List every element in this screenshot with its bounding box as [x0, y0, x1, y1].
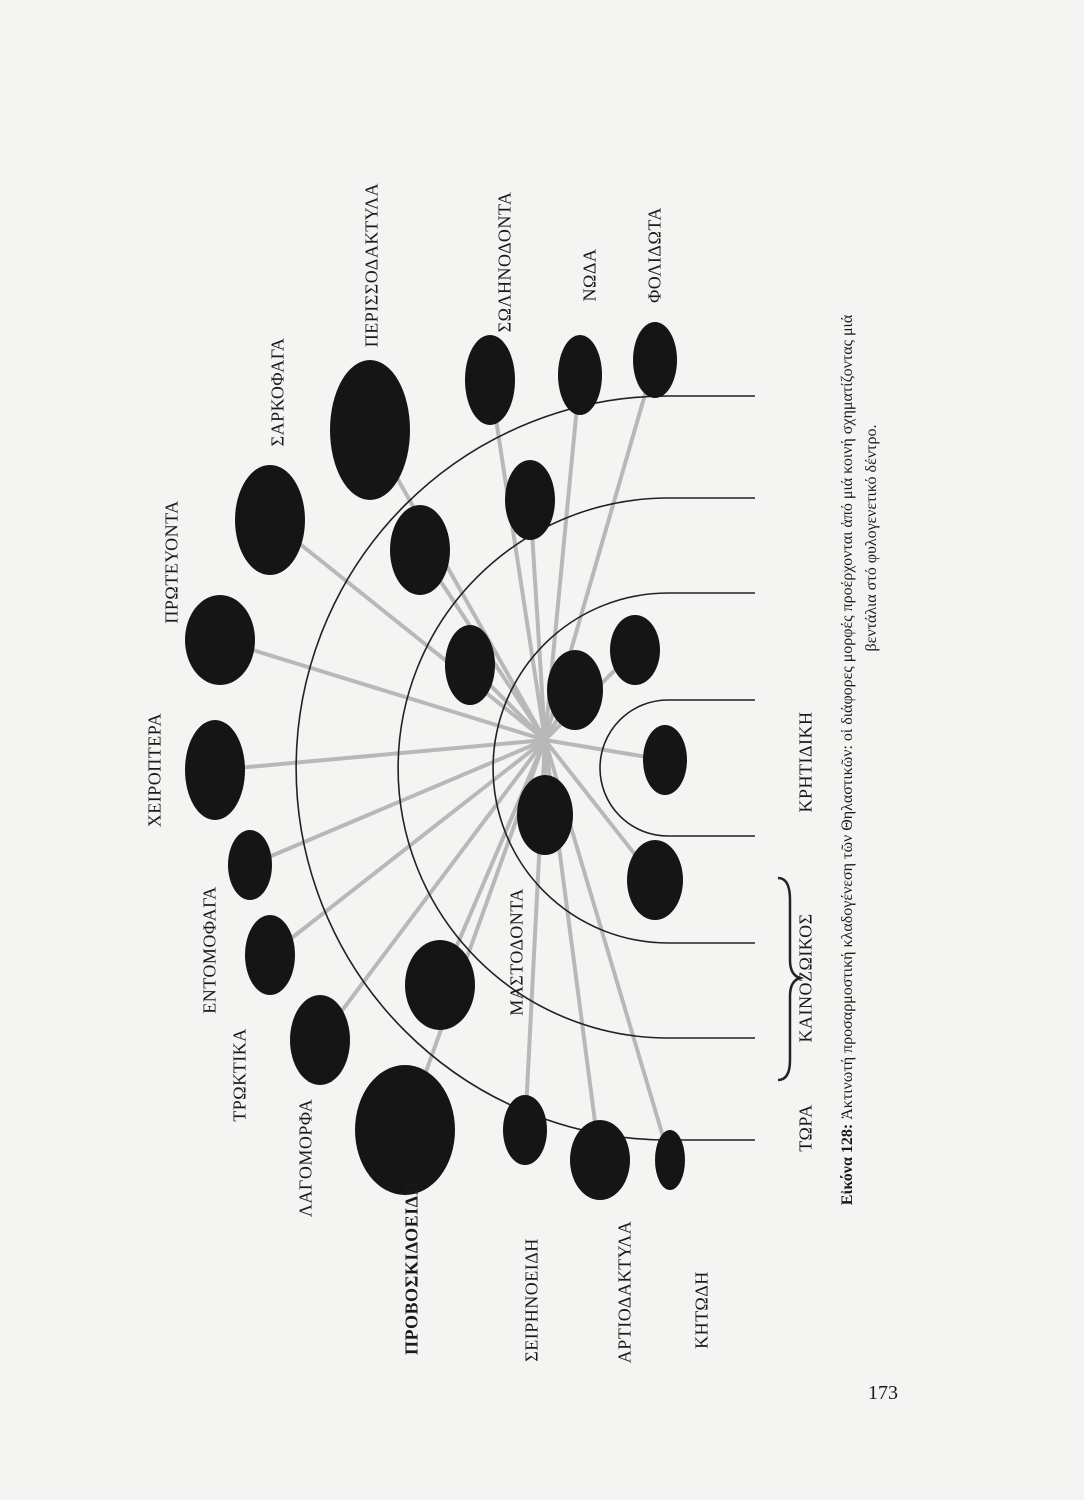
animal-silhouette — [290, 995, 350, 1085]
animal-silhouette — [445, 625, 495, 705]
animal-silhouette — [627, 840, 683, 920]
label-entomofaga: ΕΝΤΟΜΟΦΑΓΑ — [199, 886, 220, 1014]
animal-silhouette — [633, 322, 677, 398]
label-proteuonta: ΠΡΩΤΕΥΟΝΤΑ — [161, 500, 182, 624]
time-arc-4 — [295, 395, 755, 1141]
label-perissodactyla: ΠΕΡΙΣΣΟΔΑΚΤΥΛΑ — [361, 182, 382, 348]
timeline-cenozoic: ΚΑΙΝΟΖΩΙΚΟΣ — [795, 913, 816, 1043]
animal-silhouette — [390, 505, 450, 595]
label-folidota: ΦΟΛΙΔΩΤΑ — [644, 207, 665, 303]
radiation-line — [368, 429, 547, 741]
animal-silhouette — [570, 1120, 630, 1200]
radiation-line — [268, 738, 547, 957]
radiation-line — [438, 739, 547, 986]
time-arc-1 — [599, 699, 755, 837]
animal-silhouette — [330, 360, 410, 500]
animal-silhouette — [465, 335, 515, 425]
radiation-line — [528, 499, 547, 741]
animal-silhouette — [185, 720, 245, 820]
time-arc-2 — [492, 592, 755, 944]
label-noda: ΝΩΔΑ — [579, 248, 600, 302]
label-lagomorfa: ΛΑΓΟΜΟΡΦΑ — [295, 1098, 316, 1218]
animal-silhouette — [558, 335, 602, 415]
animal-silhouette — [505, 460, 555, 540]
animal-silhouette — [655, 1130, 685, 1190]
animal-silhouette — [405, 940, 475, 1030]
timeline-cretaceous: ΚΡΗΤΙΔΙΚΗ — [795, 711, 816, 813]
animal-silhouette — [228, 830, 272, 900]
figure-number: Εἰκόνα 128: — [839, 1123, 856, 1206]
label-mastodonta: ΜΑΣΤΟΔΟΝΤΑ — [506, 888, 527, 1016]
label-ketodi: ΚΗΤΩΔΗ — [691, 1271, 712, 1349]
radiation-line — [318, 738, 547, 1042]
radiation-line — [219, 638, 546, 742]
caption-line-2: βεντάλια στό φυλογενετικό δέντρο. — [863, 424, 880, 652]
label-troktika: ΤΡΩΚΤΙΚΑ — [229, 1028, 250, 1122]
radiation-line — [488, 379, 547, 741]
timeline-now: ΤΩΡΑ — [795, 1104, 816, 1152]
animal-silhouette — [355, 1065, 455, 1195]
radiation-line — [214, 738, 546, 772]
cenozoic-brace — [777, 876, 805, 1082]
radiation-line — [268, 518, 547, 742]
caption-text-1: Ἀκτινωτή προσαρμοστική κλαδογένεση τῶν Θ… — [839, 314, 856, 1120]
animal-silhouette — [643, 725, 687, 795]
label-sarkofaga: ΣΑΡΚΟΦΑΓΑ — [267, 337, 288, 447]
animal-silhouette — [503, 1095, 547, 1165]
radiation-line — [249, 738, 546, 867]
animal-silhouette — [185, 595, 255, 685]
animal-silhouette — [235, 465, 305, 575]
label-proboskidoeidi: ΠΡΟΒΟΣΚΙΔΟΕΙΔΗ — [401, 1181, 422, 1355]
animal-silhouette — [610, 615, 660, 685]
animal-silhouette — [547, 650, 603, 730]
label-artiodactyla: ΑΡΤΙΟΔΑΚΤΥΛΑ — [614, 1220, 635, 1364]
label-solinodonta: ΣΩΛΗΝΟΔΟΝΤΑ — [494, 191, 515, 333]
animal-silhouettes — [185, 322, 687, 1200]
animal-silhouette — [517, 775, 573, 855]
label-cheiroptera: ΧΕΙΡΟΠΤΕΡΑ — [144, 712, 165, 828]
page-number: 173 — [868, 1382, 898, 1404]
label-seirinoeidi: ΣΕΙΡΗΝΟΕΙΔΗ — [521, 1238, 542, 1362]
caption-line-1: Εἰκόνα 128: Ἀκτινωτή προσαρμοστική κλαδο… — [839, 315, 857, 1206]
animal-silhouette — [245, 915, 295, 995]
